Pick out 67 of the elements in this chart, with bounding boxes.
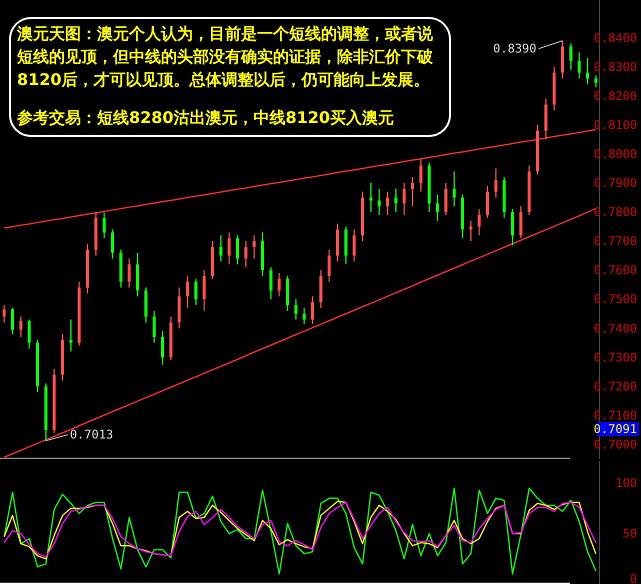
candlestick (511, 208, 514, 246)
y-tick-label: 0.7300 (594, 350, 637, 364)
candlestick (452, 170, 456, 207)
candlestick (28, 318, 31, 350)
candlestick (202, 270, 206, 312)
candlestick (494, 168, 498, 198)
text: 澳元天图：澳元个人认为，目前是一个短线的调整，或者说短线的见顶，但中线的头部没有确实的证据，除非汇价下破8120后，才可以见顶。总体调整以后，仍可能向上发展。 (17, 23, 434, 91)
candlestick (394, 188, 398, 213)
candlestick (252, 234, 256, 260)
candlestick (236, 234, 239, 265)
candlestick (469, 220, 472, 242)
candlestick (311, 296, 314, 325)
y-tick-label: 0 (630, 572, 637, 584)
candlestick (128, 258, 131, 288)
candlestick (352, 228, 356, 262)
y-tick-label: 0.7100 (594, 408, 637, 422)
y-tick-label: 0.7600 (594, 263, 637, 278)
candlestick (486, 185, 489, 218)
y-tick-label: 0.7900 (594, 176, 637, 190)
y-tick-label: 100 (615, 476, 637, 490)
candlestick (411, 176, 414, 207)
candlestick (586, 58, 589, 85)
candlestick (419, 158, 422, 192)
candlestick (219, 234, 222, 262)
annotation: 0.8390 (493, 42, 536, 56)
y-tick-label: 0.7700 (594, 234, 637, 248)
candlestick (369, 182, 372, 213)
candlestick (569, 42, 572, 70)
candlestick (444, 182, 448, 216)
candlestick (186, 275, 189, 309)
candlestick (152, 310, 156, 344)
y-tick-label: 0.8200 (594, 88, 637, 103)
candlestick (328, 249, 331, 282)
candlestick (111, 228, 114, 260)
y-tick-label: 0.8400 (594, 30, 637, 45)
candlestick (19, 316, 22, 338)
candlestick (386, 191, 389, 216)
candlestick (594, 74, 598, 88)
y-tick-label: 0.7800 (594, 205, 637, 220)
candlestick (2, 304, 6, 324)
candlestick (11, 307, 14, 335)
y-tick-label: 0.8100 (594, 118, 637, 132)
y-tick-label: 0.8300 (594, 60, 637, 74)
candlestick (69, 318, 72, 352)
y-tick-label: 0.7500 (594, 292, 637, 306)
candlestick (402, 182, 406, 216)
y-tick-label: 0.8000 (594, 146, 637, 161)
annotation: 0.7013 (70, 428, 114, 442)
candlestick (436, 194, 439, 222)
candlestick (278, 272, 281, 297)
candlestick (294, 298, 298, 320)
candlestick (378, 188, 381, 216)
candlestick (519, 206, 522, 239)
candlestick (161, 330, 164, 366)
y-tick-label: 50 (622, 526, 637, 541)
candlestick (102, 212, 106, 239)
candlestick (244, 240, 248, 268)
candlestick (578, 52, 581, 80)
text: 参考交易：短线8280沽出澳元，中线8120买入澳元 (17, 107, 396, 129)
y-tick-label: 0.7400 (594, 321, 637, 336)
y-tick-label: 0.7000 (594, 437, 637, 452)
candlestick (302, 307, 306, 325)
candlestick (194, 278, 198, 306)
candlestick (269, 266, 272, 300)
candlestick (228, 232, 231, 265)
candlestick (478, 208, 481, 236)
y-tick-label: 0.7200 (594, 379, 637, 394)
